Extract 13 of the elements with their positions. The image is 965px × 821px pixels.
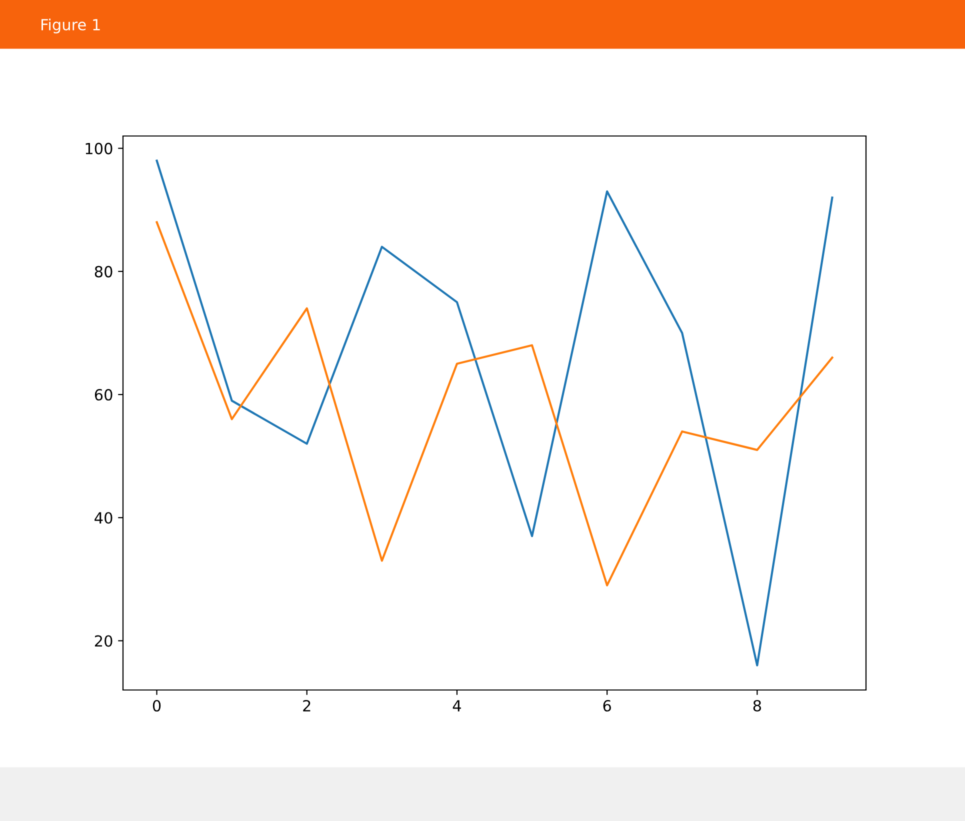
y-tick-label: 60 [94,389,112,401]
y-tick-label: 20 [94,635,112,647]
line-series [156,160,834,666]
y-tick-label: 80 [94,266,112,278]
x-tick-label: 0 [152,700,161,712]
x-tick-label: 6 [603,700,611,712]
y-tick-label: 40 [94,512,112,524]
x-tick-label: 2 [303,700,310,712]
x-tick-label: 8 [753,700,761,712]
line-series [156,221,834,586]
chart-title: Figure 1 [42,18,100,34]
y-tick-label: 100 [86,142,112,154]
x-tick-label: 4 [452,700,461,712]
